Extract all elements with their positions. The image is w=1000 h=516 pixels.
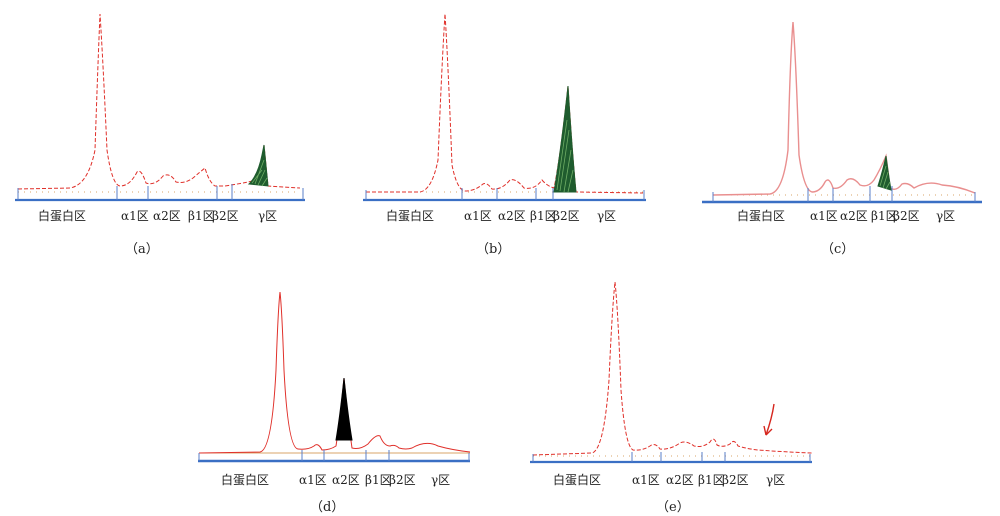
panel-e: 白蛋白区 α1区 α2区 β1区 β2区 γ区 （e）	[520, 260, 820, 516]
zone-label-row: 白蛋白区 α1区 α2区 β1区 β2区 γ区	[0, 207, 320, 227]
zone-beta1-label: β1区	[365, 473, 392, 487]
m-spike-fill	[553, 85, 577, 193]
electrophoresis-trace-b	[363, 13, 646, 202]
panel-caption: （b）	[476, 242, 511, 257]
m-spike-hatch	[556, 119, 574, 193]
zone-gamma-label: γ区	[597, 209, 617, 223]
zone-label-row: 白蛋白区 α1区 α2区 β1区 β2区 γ区	[340, 207, 670, 227]
zone-gamma-label: γ区	[258, 209, 278, 223]
m-spike-fill	[247, 144, 269, 187]
zone-gamma-label: γ区	[766, 473, 786, 487]
zone-alpha1-label: α1区	[810, 209, 838, 223]
zone-label-row: 白蛋白区 α1区 α2区 β1区 β2区 γ区	[520, 471, 820, 491]
zone-label-row: 白蛋白区 α1区 α2区 β1区 β2区 γ区	[180, 471, 480, 491]
zone-alpha1-label: α1区	[632, 473, 660, 487]
zone-beta1-label: β1区	[871, 209, 898, 223]
zone-gamma-label: γ区	[431, 473, 451, 487]
panel-caption: （c）	[821, 242, 855, 257]
panel-caption: （e）	[656, 500, 690, 515]
zone-gamma-label: γ区	[936, 209, 956, 223]
protein-trace	[198, 291, 471, 454]
zone-alpha2-label: α2区	[498, 209, 526, 223]
m-spike-hatch	[251, 159, 268, 187]
panel-b: 白蛋白区 α1区 α2区 β1区 β2区 γ区 （b）	[340, 0, 670, 260]
arrow-icon	[763, 403, 775, 436]
zone-albumin-label: 白蛋白区	[737, 209, 786, 223]
zone-alpha2-label: α2区	[840, 209, 868, 223]
zone-beta2-label: β2区	[722, 473, 749, 487]
zone-beta1-label: β1区	[188, 209, 215, 223]
panel-caption: （d）	[310, 500, 345, 515]
electrophoresis-trace-d	[198, 291, 471, 463]
zone-albumin-label: 白蛋白区	[221, 473, 270, 487]
protein-trace	[712, 21, 976, 196]
m-spike-hatch	[879, 165, 891, 190]
zone-alpha1-label: α1区	[121, 209, 149, 223]
zone-beta2-label: β2区	[212, 209, 239, 223]
zone-alpha2-label: α2区	[666, 473, 694, 487]
zone-beta1-label: β1区	[698, 473, 725, 487]
zone-albumin-label: 白蛋白区	[386, 209, 435, 223]
zone-label-row: 白蛋白区 α1区 α2区 β1区 β2区 γ区	[690, 207, 1000, 227]
panel-d: 白蛋白区 α1区 α2区 β1区 β2区 γ区 （d）	[180, 260, 480, 516]
zone-alpha1-label: α1区	[464, 209, 492, 223]
protein-trace	[17, 13, 301, 190]
zone-beta2-label: β2区	[553, 209, 580, 223]
electrophoresis-trace-e	[530, 281, 813, 464]
zone-beta1-label: β1区	[530, 209, 557, 223]
zone-alpha2-label: α2区	[153, 209, 181, 223]
m-spike-fill	[335, 377, 353, 441]
zone-beta2-label: β2区	[389, 473, 416, 487]
zone-beta2-label: β2区	[893, 209, 920, 223]
electrophoresis-trace-c	[702, 21, 982, 204]
zone-alpha2-label: α2区	[332, 473, 360, 487]
protein-trace	[532, 281, 813, 456]
panel-c: 白蛋白区 α1区 α2区 β1区 β2区 γ区 （c）	[690, 0, 1000, 260]
zone-albumin-label: 白蛋白区	[553, 473, 602, 487]
panel-caption: （a）	[125, 242, 159, 257]
zone-alpha1-label: α1区	[299, 473, 327, 487]
zone-albumin-label: 白蛋白区	[38, 209, 87, 223]
protein-trace	[366, 13, 644, 194]
panel-a: 白蛋白区 α1区 α2区 β1区 β2区 γ区 （a）	[0, 0, 320, 260]
electrophoresis-trace-a	[15, 13, 305, 202]
